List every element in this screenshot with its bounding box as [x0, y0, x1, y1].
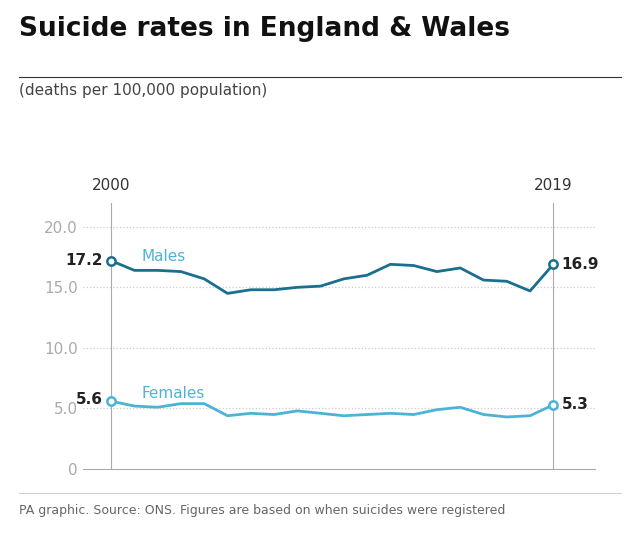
Text: PA graphic. Source: ONS. Figures are based on when suicides were registered: PA graphic. Source: ONS. Figures are bas…: [19, 504, 506, 517]
Text: 2019: 2019: [534, 178, 573, 193]
Text: Females: Females: [141, 385, 205, 401]
Text: 5.3: 5.3: [561, 397, 588, 413]
Text: Males: Males: [141, 249, 186, 264]
Text: 16.9: 16.9: [561, 257, 599, 272]
Text: 2000: 2000: [92, 178, 131, 193]
Text: Suicide rates in England & Wales: Suicide rates in England & Wales: [19, 16, 510, 42]
Text: (deaths per 100,000 population): (deaths per 100,000 population): [19, 83, 268, 98]
Text: 5.6: 5.6: [76, 392, 103, 407]
Text: 17.2: 17.2: [65, 253, 103, 268]
